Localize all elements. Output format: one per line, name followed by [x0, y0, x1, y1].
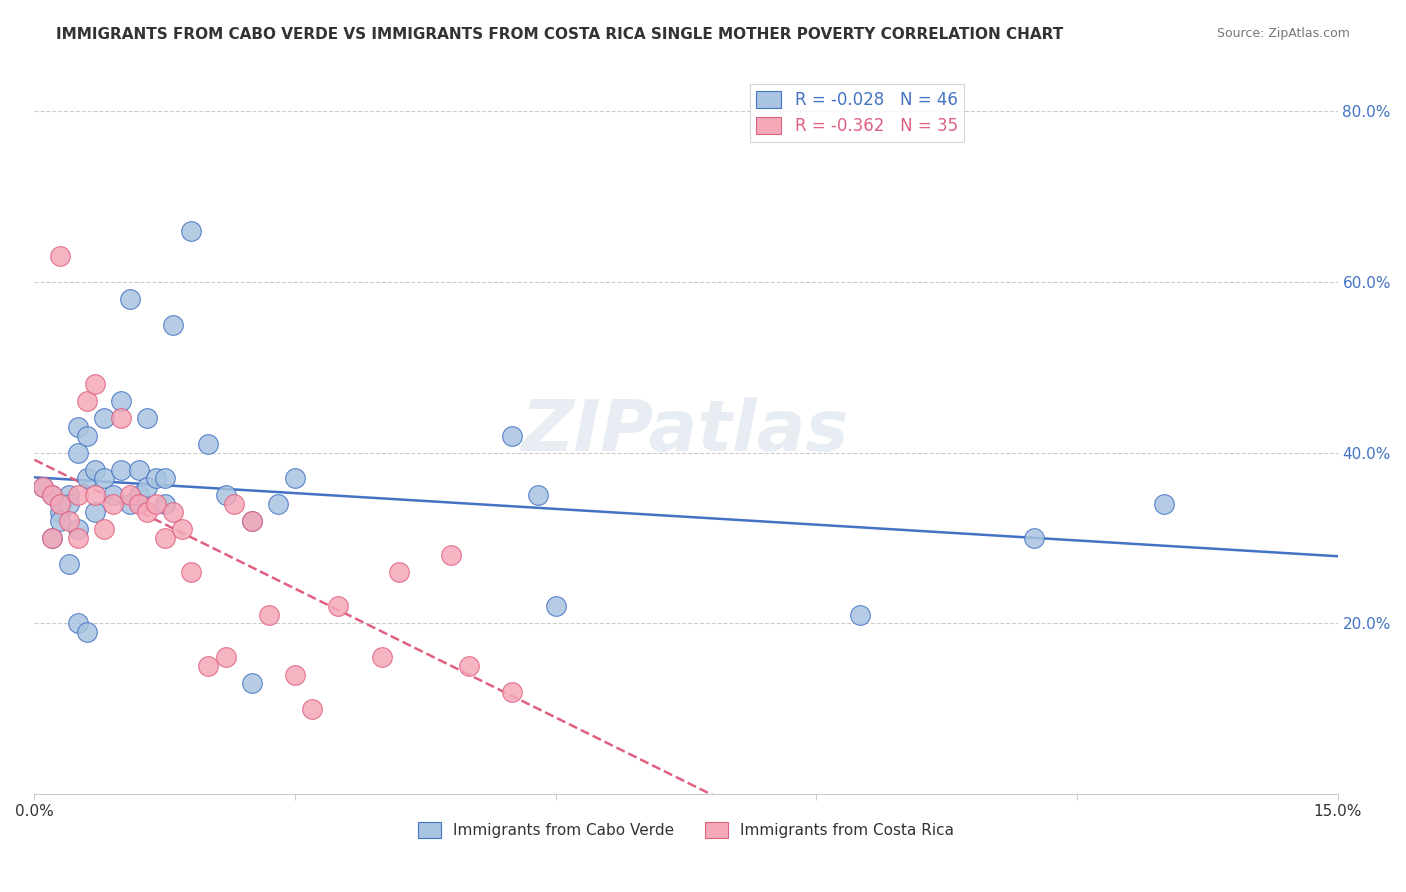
Point [66, 523, 89, 537]
Point [301, 701, 323, 715]
Legend: Immigrants from Cabo Verde, Immigrants from Costa Rica: Immigrants from Cabo Verde, Immigrants f… [412, 816, 960, 845]
Point [101, 497, 124, 511]
Point [136, 480, 159, 494]
Point [49, 514, 72, 528]
Point [84, 377, 107, 392]
Point [153, 471, 176, 485]
Point [66, 420, 89, 434]
Point [172, 523, 194, 537]
Point [136, 411, 159, 425]
Text: Source: ZipAtlas.com: Source: ZipAtlas.com [1216, 27, 1350, 40]
Point [214, 650, 236, 665]
Point [84, 463, 107, 477]
Point [66, 531, 89, 545]
Point [284, 667, 307, 681]
Point [180, 565, 202, 579]
Point [76, 624, 98, 639]
Point [197, 659, 219, 673]
Point [145, 497, 167, 511]
Point [110, 411, 132, 425]
Point [371, 650, 394, 665]
Point [501, 684, 523, 698]
Point [41, 488, 63, 502]
Point [162, 505, 184, 519]
Point [41, 531, 63, 545]
Point [136, 505, 159, 519]
Point [240, 514, 263, 528]
Point [257, 607, 280, 622]
Point [66, 445, 89, 459]
Point [197, 437, 219, 451]
Point [266, 497, 288, 511]
Point [214, 488, 236, 502]
Point [440, 548, 463, 562]
Point [93, 523, 115, 537]
Point [84, 505, 107, 519]
Point [32, 480, 55, 494]
Point [58, 557, 80, 571]
Point [501, 428, 523, 442]
Point [224, 497, 246, 511]
Point [849, 607, 872, 622]
Point [118, 488, 141, 502]
Point [457, 659, 479, 673]
Point [49, 497, 72, 511]
Point [84, 488, 107, 502]
Point [76, 428, 98, 442]
Point [66, 616, 89, 631]
Point [388, 565, 411, 579]
Point [544, 599, 567, 614]
Point [93, 411, 115, 425]
Point [41, 488, 63, 502]
Point [284, 471, 307, 485]
Text: IMMIGRANTS FROM CABO VERDE VS IMMIGRANTS FROM COSTA RICA SINGLE MOTHER POVERTY C: IMMIGRANTS FROM CABO VERDE VS IMMIGRANTS… [56, 27, 1063, 42]
Point [153, 531, 176, 545]
Point [128, 488, 150, 502]
Point [328, 599, 350, 614]
Point [93, 471, 115, 485]
Point [240, 514, 263, 528]
Point [49, 505, 72, 519]
Point [110, 463, 132, 477]
Point [32, 480, 55, 494]
Point [41, 531, 63, 545]
Point [145, 471, 167, 485]
Point [110, 394, 132, 409]
Point [76, 394, 98, 409]
Point [58, 497, 80, 511]
Point [76, 471, 98, 485]
Point [153, 497, 176, 511]
Point [527, 488, 550, 502]
Point [240, 676, 263, 690]
Text: ZIPatlas: ZIPatlas [522, 397, 849, 466]
Point [1153, 497, 1175, 511]
Point [58, 488, 80, 502]
Point [101, 488, 124, 502]
Point [162, 318, 184, 332]
Point [128, 463, 150, 477]
Point [128, 497, 150, 511]
Point [49, 497, 72, 511]
Point [58, 514, 80, 528]
Point [66, 488, 89, 502]
Point [118, 292, 141, 306]
Point [49, 249, 72, 263]
Point [118, 497, 141, 511]
Point [180, 224, 202, 238]
Point [1022, 531, 1045, 545]
